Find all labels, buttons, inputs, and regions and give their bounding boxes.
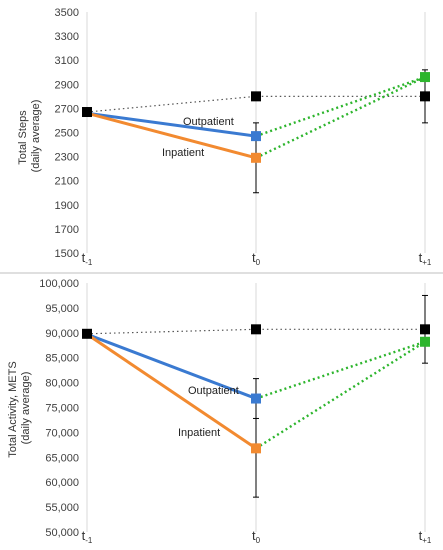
steps-annotation-inpatient: Inpatient [162,147,204,159]
steps-x-tick-base: t [419,250,423,265]
steps-y-ticks: 1500 1700 1900 2100 2300 2500 2700 2900 3100 3300… [55,7,79,260]
steps-y-tick-label: 2100 [55,176,79,188]
steps-series [82,69,430,194]
steps-inpatient-marker [251,152,261,163]
steps-control-marker [82,107,92,118]
mets-projection-marker [420,336,430,347]
mets-y-tick-label: 50,000 [45,527,79,539]
steps-y-axis-label: Total Steps (daily average) [17,100,42,173]
mets-control-marker [251,324,261,335]
mets-y-tick-label: 85,000 [45,353,79,365]
mets-y-ticks: 50,000 55,000 60,000 65,000 70,000 75,000 80,0… [39,278,79,539]
mets-x-tick-sub: 0 [256,536,261,545]
mets-x-tick-base: t [252,528,256,543]
steps-y-axis-label-line1: Total Steps [17,110,29,165]
mets-x-tick-sub: -1 [85,536,93,545]
steps-y-tick-label: 2900 [55,79,79,91]
steps-x-tick-label: t+1 [419,250,432,267]
mets-y-axis-label-line1: Total Activity, METS [7,361,19,457]
steps-y-tick-label: 1900 [55,200,79,212]
steps-annotation-outpatient: Outpatient [183,116,234,128]
steps-outpatient-line [86,111,257,138]
steps-y-tick-label: 3500 [55,7,79,19]
mets-y-tick-label: 75,000 [45,403,79,415]
steps-inpatient-line [86,111,257,160]
mets-inpatient-marker [251,443,261,454]
mets-series [82,294,430,498]
steps-y-tick-label: 2500 [55,128,79,140]
mets-y-axis-label-line2: (daily average) [20,372,32,445]
steps-x-tick-sub: +1 [422,258,432,267]
mets-y-tick-label: 65,000 [45,452,79,464]
mets-x-tick-label: t+1 [419,528,432,545]
mets-x-tick-label: t0 [252,528,261,545]
mets-projection-line [255,340,426,450]
mets-y-axis-label: Total Activity, METS (daily average) [7,358,32,457]
steps-x-tick-label: t0 [252,250,261,267]
steps-projection-line [255,75,426,159]
mets-panel: 50,000 55,000 60,000 65,000 70,000 75,000 80,0… [7,278,432,545]
steps-control-marker [420,91,430,102]
mets-outpatient-line [86,332,257,400]
steps-y-tick-label: 3100 [55,55,79,67]
steps-x-tick-label: t-1 [82,250,93,267]
mets-control-marker [420,324,430,335]
mets-x-tick-base: t [82,528,86,543]
steps-y-tick-label: 1500 [55,248,79,260]
mets-x-ticks: t-1 t0 t+1 [82,528,432,545]
mets-x-tick-label: t-1 [82,528,93,545]
mets-x-tick-base: t [419,528,423,543]
steps-y-tick-label: 2700 [55,103,79,115]
mets-y-tick-label: 95,000 [45,303,79,315]
steps-x-ticks: t-1 t0 t+1 [82,250,432,267]
steps-projection-marker [420,72,430,83]
mets-inpatient-line [86,333,257,450]
mets-annotation-inpatient: Inpatient [178,427,220,439]
steps-control-marker [251,91,261,102]
mets-y-tick-label: 55,000 [45,502,79,514]
steps-x-tick-base: t [82,250,86,265]
mets-y-tick-label: 90,000 [45,328,79,340]
steps-y-tick-label: 1700 [55,224,79,236]
steps-panel: 1500 1700 1900 2100 2300 2500 2700 2900 3100 3300… [17,7,432,267]
steps-y-tick-label: 2300 [55,152,79,164]
mets-annotation-outpatient: Outpatient [188,385,239,397]
mets-y-tick-label: 60,000 [45,477,79,489]
steps-y-tick-label: 3300 [55,31,79,43]
mets-control-marker [82,328,92,339]
mets-outpatient-marker [251,393,261,404]
steps-x-tick-sub: 0 [256,258,261,267]
mets-y-tick-label: 100,000 [39,278,79,290]
steps-y-axis-label-line2: (daily average) [30,100,42,173]
mets-y-tick-label: 70,000 [45,427,79,439]
steps-outpatient-marker [251,131,261,142]
mets-x-tick-sub: +1 [422,536,432,545]
mets-y-tick-label: 80,000 [45,378,79,390]
steps-x-tick-sub: -1 [85,258,93,267]
steps-x-tick-base: t [252,250,256,265]
